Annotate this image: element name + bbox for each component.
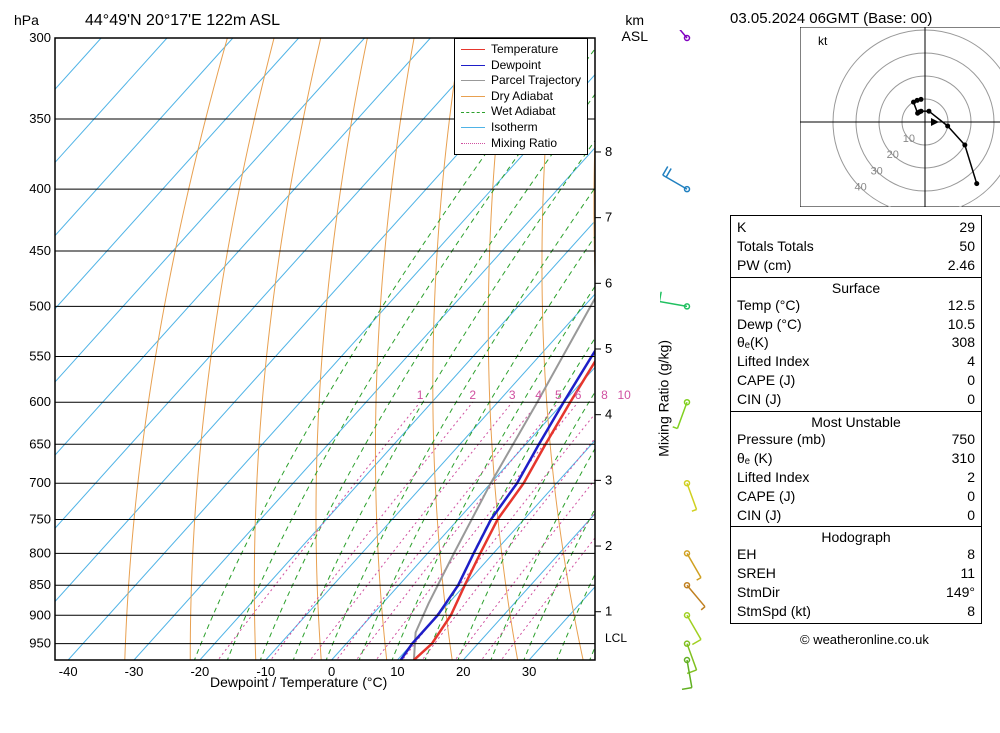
x-axis-label: Dewpoint / Temperature (°C)	[210, 674, 387, 690]
svg-text:6: 6	[575, 388, 582, 402]
copyright: © weatheronline.co.uk	[800, 632, 1000, 647]
surface-head: Surface	[737, 280, 975, 296]
wind-barbs-column	[660, 30, 715, 690]
svg-text:-30: -30	[125, 664, 144, 679]
svg-text:750: 750	[29, 511, 51, 526]
param-row: K29	[737, 218, 975, 237]
param-row: θₑ(K)308	[737, 333, 975, 352]
param-row: StmSpd (kt)8	[737, 602, 975, 621]
svg-text:8: 8	[601, 388, 608, 402]
svg-text:6: 6	[605, 275, 612, 290]
legend-item: Temperature	[461, 42, 581, 58]
svg-text:30: 30	[871, 165, 883, 177]
legend-item: Mixing Ratio	[461, 136, 581, 152]
svg-text:1: 1	[417, 388, 424, 402]
param-row: θₑ (K)310	[737, 449, 975, 468]
param-row: EH8	[737, 545, 975, 564]
svg-text:2: 2	[469, 388, 476, 402]
svg-text:450: 450	[29, 243, 51, 258]
svg-text:10: 10	[390, 664, 404, 679]
hodograph: kt 10 20 30 40	[800, 27, 1000, 207]
params-table: K29Totals Totals50PW (cm)2.46 Surface Te…	[730, 215, 982, 624]
param-row: Totals Totals50	[737, 237, 975, 256]
legend-item: Isotherm	[461, 120, 581, 136]
legend-item: Dry Adiabat	[461, 89, 581, 105]
svg-text:5: 5	[555, 388, 562, 402]
y-right-unit: km ASL	[622, 12, 648, 44]
svg-text:600: 600	[29, 394, 51, 409]
legend-item: Parcel Trajectory	[461, 73, 581, 89]
svg-text:10: 10	[903, 133, 915, 145]
param-row: CIN (J)0	[737, 390, 975, 409]
legend-item: Dewpoint	[461, 58, 581, 74]
svg-text:300: 300	[29, 30, 51, 45]
svg-text:kt: kt	[818, 34, 828, 48]
svg-text:30: 30	[522, 664, 536, 679]
param-row: Lifted Index2	[737, 468, 975, 487]
svg-text:1: 1	[605, 604, 612, 619]
svg-text:20: 20	[887, 149, 899, 161]
svg-text:800: 800	[29, 545, 51, 560]
param-row: CAPE (J)0	[737, 487, 975, 506]
right-panel: 03.05.2024 06GMT (Base: 00) kt 10 20 30 40 K…	[650, 10, 1000, 710]
param-row: CIN (J)0	[737, 506, 975, 525]
datetime-title: 03.05.2024 06GMT (Base: 00)	[730, 10, 1000, 27]
svg-text:3: 3	[509, 388, 516, 402]
param-row: Dewp (°C)10.5	[737, 315, 975, 334]
param-row: Pressure (mb)750	[737, 430, 975, 449]
svg-text:350: 350	[29, 111, 51, 126]
svg-text:850: 850	[29, 577, 51, 592]
svg-text:-20: -20	[190, 664, 209, 679]
y-left-unit: hPa	[14, 12, 39, 28]
svg-text:650: 650	[29, 436, 51, 451]
svg-text:500: 500	[29, 298, 51, 313]
svg-text:950: 950	[29, 636, 51, 651]
svg-text:8: 8	[605, 144, 612, 159]
svg-text:400: 400	[29, 181, 51, 196]
param-row: SREH11	[737, 564, 975, 583]
location-title: 44°49'N 20°17'E 122m ASL	[85, 12, 280, 30]
svg-text:5: 5	[605, 341, 612, 356]
svg-text:2: 2	[605, 538, 612, 553]
svg-text:20: 20	[456, 664, 470, 679]
svg-text:7: 7	[605, 210, 612, 225]
svg-text:40: 40	[854, 181, 866, 193]
param-row: PW (cm)2.46	[737, 256, 975, 275]
svg-text:3: 3	[605, 472, 612, 487]
svg-text:700: 700	[29, 475, 51, 490]
param-row: StmDir149°	[737, 583, 975, 602]
svg-text:550: 550	[29, 348, 51, 363]
param-row: Lifted Index4	[737, 352, 975, 371]
svg-text:10: 10	[618, 388, 632, 402]
skewt-chart: 44°49'N 20°17'E 122m ASL hPa km ASL Mixi…	[10, 10, 650, 690]
legend-item: Wet Adiabat	[461, 104, 581, 120]
svg-text:4: 4	[535, 388, 542, 402]
svg-text:4: 4	[605, 407, 612, 422]
legend: TemperatureDewpointParcel TrajectoryDry …	[454, 38, 588, 155]
svg-text:900: 900	[29, 607, 51, 622]
mu-head: Most Unstable	[737, 414, 975, 430]
param-row: Temp (°C)12.5	[737, 296, 975, 315]
hodo-head: Hodograph	[737, 529, 975, 545]
param-row: CAPE (J)0	[737, 371, 975, 390]
svg-text:LCL: LCL	[605, 631, 627, 645]
svg-text:-40: -40	[59, 664, 78, 679]
